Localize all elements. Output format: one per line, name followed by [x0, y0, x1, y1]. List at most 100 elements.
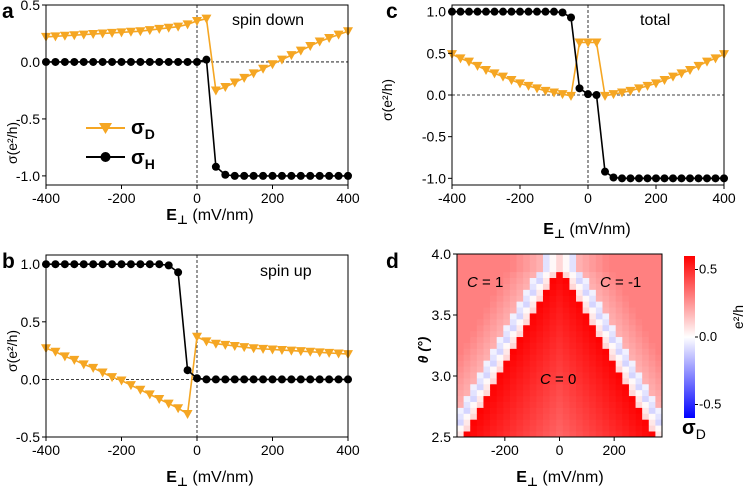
data-point-sigma-d: [135, 385, 146, 395]
colorbar-label: e²/h: [730, 305, 746, 329]
heatmap-cell: [576, 271, 584, 279]
heatmap-cell: [569, 389, 577, 397]
data-point-sigma-d: [515, 79, 525, 89]
heatmap-cell: [595, 360, 603, 367]
data-point-sigma-h: [183, 366, 192, 375]
heatmap-cell: [549, 295, 557, 302]
heatmap-cell: [642, 295, 650, 302]
heatmap-cell: [562, 265, 570, 273]
heatmap-cell: [496, 360, 504, 367]
data-point-sigma-h: [240, 171, 249, 180]
heatmap-cell: [523, 401, 531, 408]
heatmap-cell: [516, 401, 524, 408]
heatmap-cell: [523, 289, 531, 296]
heatmap-cell: [523, 277, 531, 284]
heatmap-cell: [609, 413, 617, 420]
heatmap-cell: [503, 431, 511, 438]
data-point-sigma-d: [125, 27, 136, 37]
heatmap-cell: [529, 313, 537, 320]
heatmap-cell: [529, 283, 537, 290]
data-point-sigma-d: [182, 20, 193, 30]
heatmap-cell: [569, 259, 577, 267]
heatmap-cell: [536, 301, 544, 308]
heatmap-cell: [595, 366, 603, 373]
heatmap-cell: [549, 372, 557, 379]
colorbar-tick-label: 0.0: [699, 329, 717, 344]
heatmap-cell: [602, 348, 610, 355]
xlabel-a: E⊥ (mV/nm): [166, 207, 253, 227]
panel-label-b: b: [2, 250, 15, 273]
heatmap-cell: [582, 360, 590, 367]
heatmap-cell: [595, 419, 603, 426]
heatmap-cell: [509, 342, 517, 349]
heatmap-cell: [648, 360, 656, 367]
heatmap-cell: [549, 330, 557, 338]
heatmap-cell: [470, 383, 478, 391]
legend-label-sigma-d: σD: [131, 117, 155, 142]
heatmap-cell: [628, 295, 636, 302]
heatmap-cell: [648, 419, 656, 426]
data-point-sigma-d: [659, 76, 670, 85]
heatmap-cell: [628, 342, 636, 349]
heatmap-cell: [569, 271, 577, 279]
heatmap-cell: [609, 401, 617, 408]
data-point-sigma-h: [202, 375, 211, 384]
heatmap-cell: [516, 318, 524, 326]
data-point-sigma-d: [229, 342, 240, 351]
heatmap-cell: [609, 265, 617, 273]
heatmap-cell: [655, 401, 663, 408]
data-point-sigma-h: [79, 57, 88, 66]
data-point-sigma-d: [324, 348, 335, 358]
data-point-sigma-h: [230, 171, 239, 180]
heatmap-cell: [483, 342, 491, 349]
heatmap-cell: [595, 377, 603, 385]
heatmap-cell: [542, 413, 550, 420]
heatmap-cell: [516, 354, 524, 361]
data-point-sigma-d: [59, 31, 70, 41]
heatmap-cell: [509, 289, 517, 296]
x-tick-label: 200: [261, 442, 285, 458]
heatmap-cell: [523, 377, 531, 385]
heatmap-cell: [523, 419, 531, 426]
heatmap-cell: [476, 295, 484, 302]
heatmap-cell: [655, 277, 663, 284]
ylabel-b: σ(e²/h): [4, 330, 20, 372]
data-point-sigma-d: [600, 91, 610, 101]
heatmap-cell: [483, 360, 491, 367]
heatmap-cell: [503, 413, 511, 420]
heatmap-cell: [509, 265, 517, 273]
heatmap-cell: [602, 336, 610, 343]
heatmap-cell: [536, 372, 544, 379]
heatmap-cell: [635, 348, 643, 355]
legend: σD σH: [86, 117, 155, 172]
heatmap-cell: [582, 366, 590, 373]
heatmap-cell: [516, 377, 524, 385]
data-point-sigma-h: [136, 260, 145, 269]
heatmap-cell: [655, 407, 663, 414]
heatmap-cell: [642, 407, 650, 414]
heatmap-cell: [542, 271, 550, 279]
heatmap-cell: [463, 348, 471, 355]
heatmap-cell: [516, 360, 524, 367]
heatmap-cell: [483, 324, 491, 332]
data-point-sigma-d: [532, 84, 542, 94]
heatmap-cell: [576, 301, 584, 308]
heatmap-cell: [562, 259, 570, 267]
heatmap-cell: [615, 366, 623, 373]
heatmap-cell: [615, 407, 623, 414]
heatmap-cell: [582, 395, 590, 402]
heatmap-cell: [615, 324, 623, 332]
heatmap-cell: [516, 419, 524, 426]
heatmap-cell: [496, 254, 504, 261]
heatmap-cell: [615, 254, 623, 261]
heatmap-cell: [457, 419, 465, 426]
heatmap-cell: [457, 431, 465, 438]
heatmap-cell: [595, 354, 603, 361]
heatmap-cell: [642, 419, 650, 426]
heatmap-cell: [576, 419, 584, 426]
heatmap-cell: [622, 413, 630, 420]
heatmap-cell: [576, 265, 584, 273]
heatmap-cell: [457, 307, 465, 314]
heatmap-cell: [457, 366, 465, 373]
heatmap-cell: [589, 401, 597, 408]
